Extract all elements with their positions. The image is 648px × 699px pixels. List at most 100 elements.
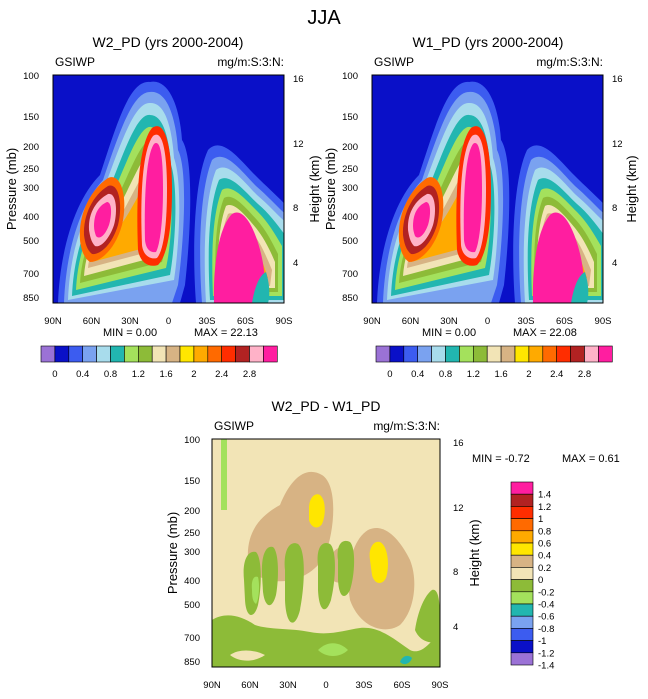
panel-w2: W2_PD (yrs 2000-2004) GSIWP mg/m:S:3:N: <box>4 34 322 380</box>
colorbar: 0 0.4 0.8 1.2 1.6 2 2.4 2.8 <box>375 345 613 380</box>
colorbar-label: 0 <box>538 575 543 586</box>
colorbar-label: 0.8 <box>439 369 452 380</box>
axis-tick-label: 4 <box>453 622 458 633</box>
axis-tick-label: 700 <box>23 269 39 280</box>
y2-axis-title: Height (km) <box>307 155 322 222</box>
axis-tick-label: 30N <box>121 316 139 327</box>
contour-band <box>230 650 265 661</box>
axis-tick-label: 60N <box>402 316 420 327</box>
colorbar: 0 0.4 0.8 1.2 1.6 2 2.4 2.8 <box>40 345 278 380</box>
colorbar-label: 1 <box>538 514 543 525</box>
panel-w1: W1_PD (yrs 2000-2004) GSIWP mg/m:S:3:N: <box>323 34 639 380</box>
x-axis: 90N 60N 30N 0 30S 60S 90S <box>203 680 448 691</box>
colorbar-swatch <box>528 345 544 363</box>
axis-tick-label: 60S <box>556 316 573 327</box>
axis-tick-label: 300 <box>23 183 39 194</box>
axis-tick-label: 90N <box>44 316 62 327</box>
contour-field <box>53 75 284 303</box>
colorbar-swatch <box>138 345 153 363</box>
colorbar-swatch <box>510 652 534 666</box>
colorbar-swatch <box>500 345 516 363</box>
colorbar-swatch <box>510 542 534 556</box>
colorbar-label: -0.4 <box>538 600 554 611</box>
y2-axis-title: Height (km) <box>467 519 482 586</box>
axis-tick-label: 4 <box>293 258 298 269</box>
axis-tick-label: 500 <box>184 600 200 611</box>
axis-tick-label: 850 <box>23 293 39 304</box>
colorbar-swatch <box>472 345 488 363</box>
colorbar-swatch <box>403 345 418 363</box>
contour-band <box>212 615 440 667</box>
panel-diff: W2_PD - W1_PD GSIWP mg/m:S:3:N: <box>165 398 620 691</box>
contour-band <box>317 542 335 610</box>
axis-tick-label: 100 <box>23 71 39 82</box>
contour-band <box>94 202 112 238</box>
colorbar-swatch <box>570 345 585 363</box>
contour-band <box>284 543 304 623</box>
colorbar-swatch <box>110 345 125 363</box>
colorbar-swatch <box>510 554 534 568</box>
colorbar-swatch <box>542 345 557 363</box>
colorbar-swatch <box>96 345 111 363</box>
y2-axis-title: Height (km) <box>624 155 639 222</box>
colorbar-label: 0.6 <box>538 539 551 550</box>
axis-tick-label: 60N <box>241 680 259 691</box>
colorbar-label: 0.8 <box>538 526 551 537</box>
axis-tick-label: 100 <box>184 435 200 446</box>
axis-tick-label: 200 <box>342 142 358 153</box>
axis-tick-label: 30N <box>279 680 297 691</box>
axis-tick-label: 0 <box>485 316 490 327</box>
page-title: JJA <box>307 7 341 29</box>
colorbar-swatch <box>486 345 502 363</box>
plot-frame <box>371 74 604 304</box>
axis-tick-label: 60S <box>394 680 411 691</box>
colorbar-label: -1 <box>538 636 546 647</box>
colorbar-swatch <box>179 345 195 363</box>
colorbar-swatch <box>510 567 534 580</box>
colorbar-label: 2.4 <box>550 369 563 380</box>
colorbar-swatch <box>40 345 56 363</box>
colorbar-label: -1.2 <box>538 648 554 659</box>
colorbar-swatch <box>510 579 534 593</box>
colorbar-label: -0.6 <box>538 612 554 623</box>
axis-tick-label: 250 <box>342 164 358 175</box>
min-label: MIN = 0.00 <box>103 327 157 339</box>
axis-tick-label: 700 <box>184 633 200 644</box>
y-axis-title: Pressure (mb) <box>4 148 19 230</box>
axis-tick-label: 0 <box>323 680 328 691</box>
panel-title: W2_PD (yrs 2000-2004) <box>93 34 244 50</box>
colorbar-swatch <box>375 345 391 363</box>
panel-units-label: mg/m:S:3:N: <box>217 55 284 69</box>
max-label: MAX = 22.08 <box>513 327 577 339</box>
y2-axis-height: 16 12 8 4 <box>612 74 623 269</box>
colorbar-swatch <box>510 518 534 532</box>
axis-tick-label: 4 <box>612 258 617 269</box>
colorbar-swatch <box>235 345 250 363</box>
x-axis: 90N 60N 30N 0 30S 60S 90S <box>363 316 611 327</box>
colorbar-label: 2 <box>191 369 196 380</box>
colorbar-swatch <box>510 481 534 495</box>
axis-tick-label: 500 <box>23 236 39 247</box>
axis-tick-label: 8 <box>293 203 298 214</box>
axis-tick-label: 90S <box>595 316 612 327</box>
axis-tick-label: 16 <box>612 74 623 85</box>
axis-tick-label: 850 <box>342 293 358 304</box>
colorbar-swatch <box>417 345 432 363</box>
axis-tick-label: 60S <box>237 316 254 327</box>
contour-band <box>144 143 163 253</box>
panel-variable-label: GSIWP <box>55 55 95 69</box>
contour-band <box>413 202 431 238</box>
colorbar-swatch <box>431 345 446 363</box>
contour-band <box>221 439 227 510</box>
colorbar-swatch <box>510 506 534 519</box>
panel-variable-label: GSIWP <box>214 419 254 433</box>
colorbar-label: 0 <box>52 369 57 380</box>
axis-tick-label: 16 <box>453 438 464 449</box>
axis-tick-label: 700 <box>342 269 358 280</box>
colorbar-swatch <box>598 345 613 363</box>
contour-band <box>252 272 270 303</box>
contour-field <box>372 75 603 303</box>
axis-tick-label: 850 <box>184 657 200 668</box>
y-axis-title: Pressure (mb) <box>165 512 180 594</box>
colorbar-swatch <box>263 345 278 363</box>
